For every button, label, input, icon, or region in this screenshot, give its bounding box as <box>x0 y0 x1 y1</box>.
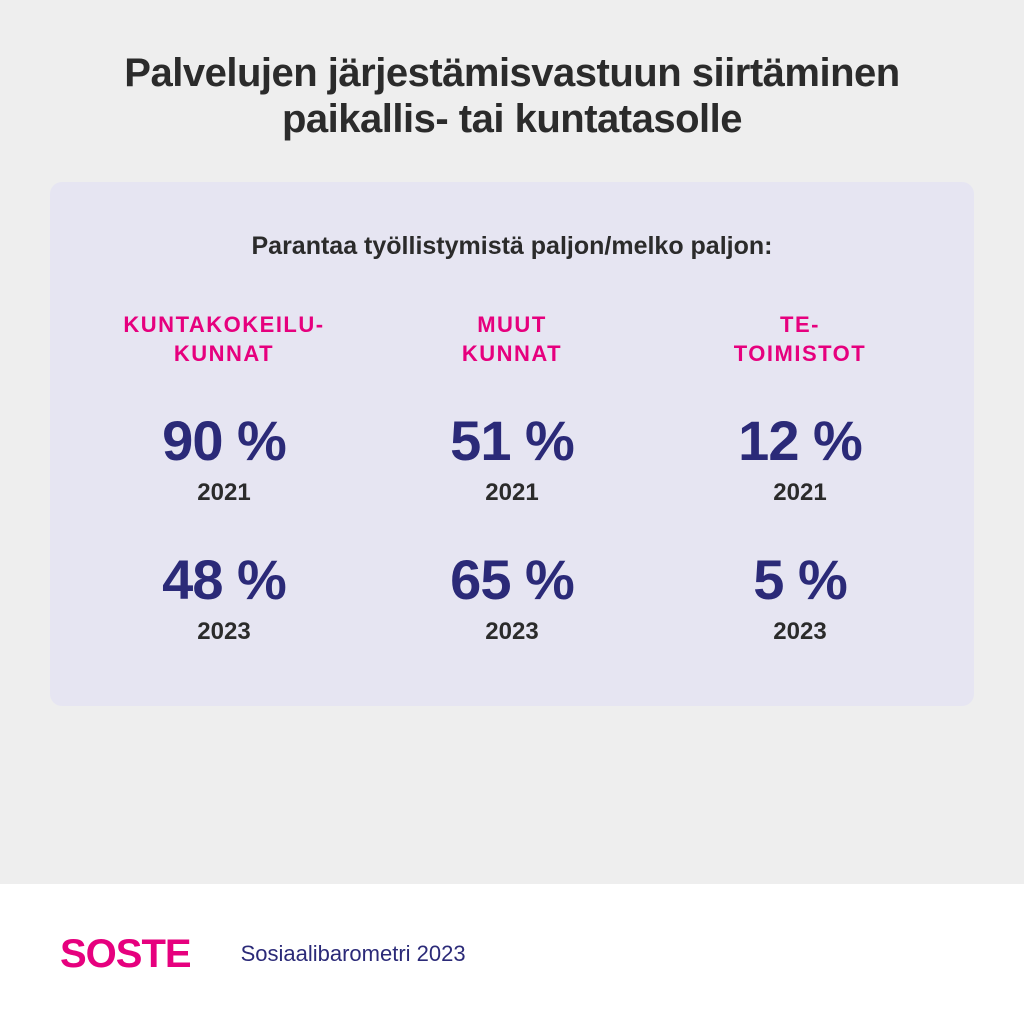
stat-row0-col1: 51 % 2021 <box>378 408 646 507</box>
stat-value: 65 % <box>378 547 646 612</box>
stat-year: 2023 <box>90 618 358 646</box>
footer: SOSTE Sosiaalibarometri 2023 <box>0 884 1024 1024</box>
category-label-1: MUUT KUNNAT <box>378 311 646 368</box>
stat-row1-col0: 48 % 2023 <box>90 547 358 646</box>
stat-grid: KUNTAKOKEILU- KUNNAT MUUT KUNNAT TE- TOI… <box>90 311 934 646</box>
stat-row0-col0: 90 % 2021 <box>90 408 358 507</box>
stat-value: 5 % <box>666 547 934 612</box>
category-label-0: KUNTAKOKEILU- KUNNAT <box>90 311 358 368</box>
stat-year: 2021 <box>90 479 358 507</box>
stat-year: 2021 <box>378 479 646 507</box>
stat-value: 51 % <box>378 408 646 473</box>
main-title: Palvelujen järjestämisvastuun siirtämine… <box>50 50 974 142</box>
stat-year: 2023 <box>666 618 934 646</box>
stat-value: 90 % <box>90 408 358 473</box>
category-label-2: TE- TOIMISTOT <box>666 311 934 368</box>
stat-row1-col1: 65 % 2023 <box>378 547 646 646</box>
data-card: Parantaa työllistymistä paljon/melko pal… <box>50 182 974 706</box>
stat-row0-col2: 12 % 2021 <box>666 408 934 507</box>
stat-year: 2021 <box>666 479 934 507</box>
stat-year: 2023 <box>378 618 646 646</box>
subtitle: Parantaa työllistymistä paljon/melko pal… <box>90 232 934 261</box>
soste-logo: SOSTE <box>60 932 191 977</box>
source-text: Sosiaalibarometri 2023 <box>241 941 466 967</box>
main-area: Palvelujen järjestämisvastuun siirtämine… <box>0 0 1024 884</box>
stat-value: 12 % <box>666 408 934 473</box>
stat-value: 48 % <box>90 547 358 612</box>
stat-row1-col2: 5 % 2023 <box>666 547 934 646</box>
